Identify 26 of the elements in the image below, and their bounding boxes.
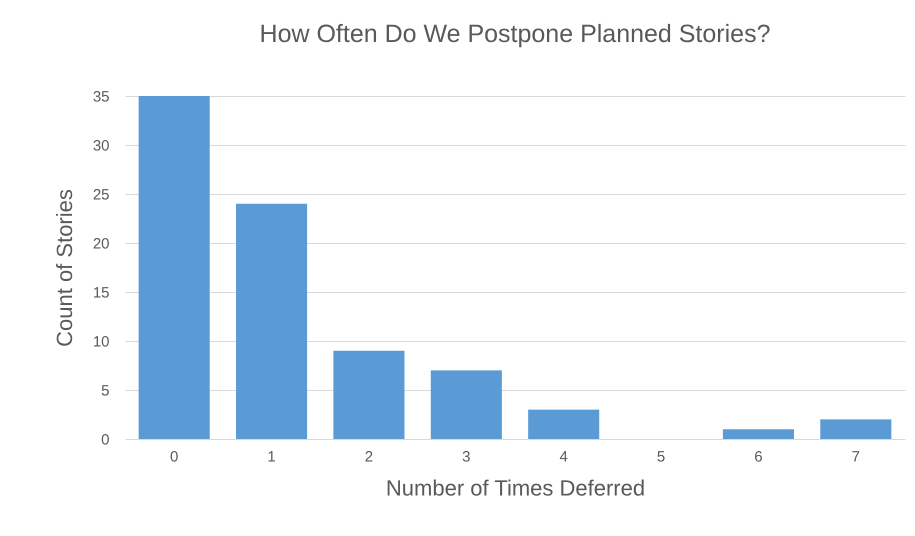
x-axis-title: Number of Times Deferred (386, 476, 646, 500)
bar (528, 410, 600, 439)
x-tick-label: 7 (852, 448, 860, 466)
x-tick-label: 2 (364, 448, 374, 466)
x-tick-label: 4 (560, 448, 568, 466)
bar (430, 370, 502, 439)
x-tick-label: 1 (267, 448, 276, 466)
bar (236, 204, 308, 439)
x-tick-label: 6 (754, 448, 763, 466)
y-tick-label: 0 (101, 432, 110, 448)
bar (722, 429, 794, 439)
bar (820, 419, 892, 439)
x-tick-label: 0 (170, 448, 178, 466)
y-axis-title: Count of Stories (52, 189, 77, 347)
y-tick-label: 5 (101, 382, 110, 400)
y-tick-label: 20 (92, 236, 110, 252)
y-tick-label: 15 (92, 284, 110, 302)
y-tick-label: 25 (92, 186, 110, 204)
bar (138, 96, 210, 439)
y-tick-label: 35 (92, 88, 110, 106)
x-tick-label: 5 (656, 448, 666, 466)
x-tick-label: 3 (462, 448, 470, 466)
y-tick-label: 30 (92, 138, 110, 154)
y-tick-label: 10 (92, 334, 110, 350)
bar (333, 350, 404, 439)
chart-title: How Often Do We Postpone Planned Stories? (260, 20, 770, 48)
